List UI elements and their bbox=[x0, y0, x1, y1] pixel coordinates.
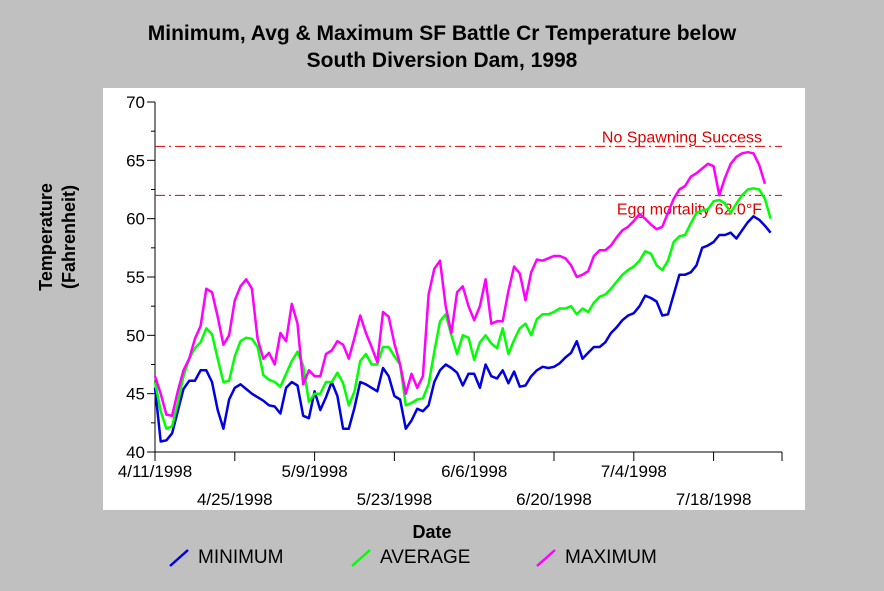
x-tick-label: 5/9/1998 bbox=[282, 462, 348, 481]
reference-line-label: No Spawning Success bbox=[602, 129, 762, 146]
series-line-minimum bbox=[153, 215, 772, 443]
x-tick-label: 6/20/1998 bbox=[516, 490, 592, 509]
y-tick-label: 40 bbox=[126, 443, 145, 462]
legend-item-maximum: MAXIMUM bbox=[535, 547, 657, 569]
y-tick-label: 55 bbox=[126, 268, 145, 287]
series-line-average bbox=[153, 187, 772, 430]
y-tick-label: 65 bbox=[126, 151, 145, 170]
x-axis-title: Date bbox=[412, 522, 451, 542]
x-tick-label: 7/18/1998 bbox=[676, 490, 752, 509]
y-tick-label: 50 bbox=[126, 326, 145, 345]
legend-item-minimum: MINIMUM bbox=[168, 547, 283, 569]
y-tick-label: 70 bbox=[126, 93, 145, 112]
legend-item-average: AVERAGE bbox=[350, 547, 470, 569]
x-tick-label: 6/6/1998 bbox=[441, 462, 507, 481]
x-tick-label: 5/23/1998 bbox=[357, 490, 433, 509]
x-tick-label: 4/25/1998 bbox=[197, 490, 273, 509]
chart-subtitle: South Diversion Dam, 1998 bbox=[306, 49, 578, 72]
series-line-maximum bbox=[153, 150, 767, 418]
chart-title: Minimum, Avg & Maximum SF Battle Cr Temp… bbox=[147, 22, 737, 45]
y-axis-title: Temperature bbox=[36, 183, 56, 291]
y-tick-label: 60 bbox=[126, 210, 145, 229]
legend-swatch-minimum bbox=[169, 549, 189, 567]
legend-label-maximum: MAXIMUM bbox=[565, 547, 657, 568]
legend-swatch-maximum bbox=[536, 549, 556, 567]
x-tick-label: 7/4/1998 bbox=[601, 462, 667, 481]
plot-panel bbox=[103, 88, 805, 510]
y-axis-subtitle: (Fahrenheit) bbox=[59, 185, 79, 289]
legend-label-average: AVERAGE bbox=[380, 547, 471, 568]
legend-swatch-average bbox=[351, 549, 371, 567]
x-tick-label: 4/11/1998 bbox=[118, 462, 192, 481]
y-tick-label: 45 bbox=[126, 385, 145, 404]
legend-label-minimum: MINIMUM bbox=[198, 547, 284, 568]
